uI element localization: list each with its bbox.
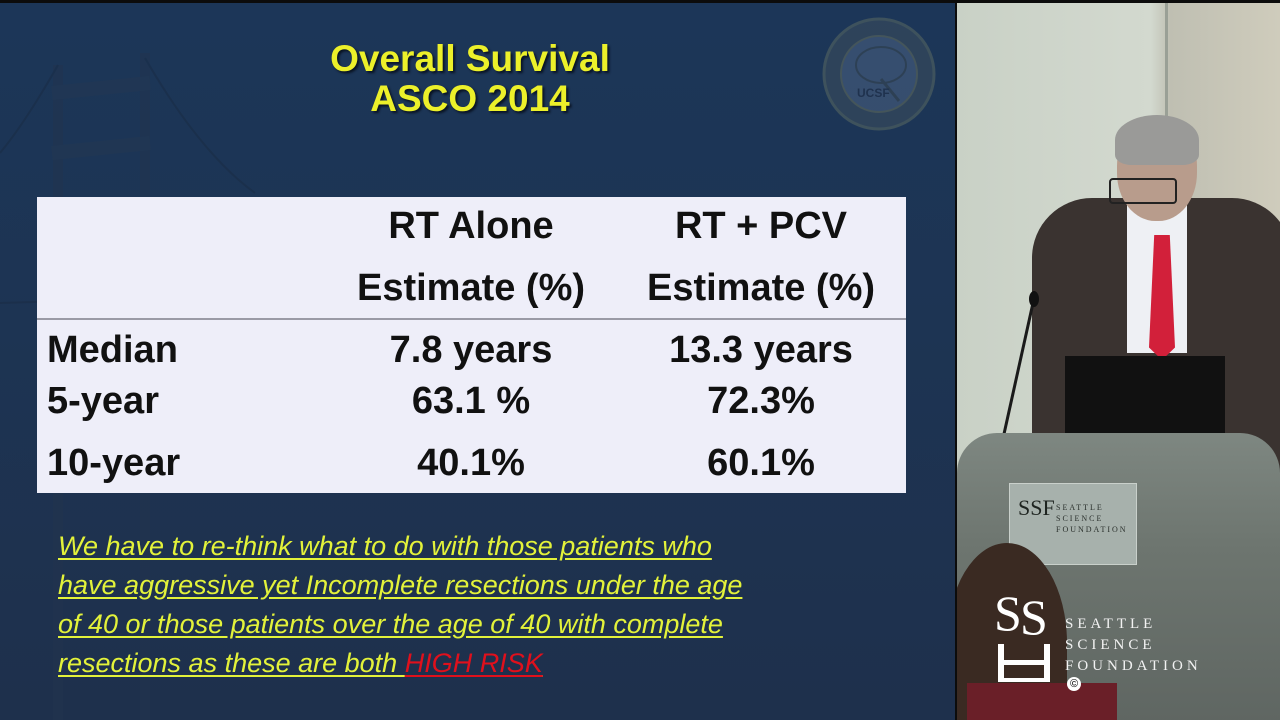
survival-table: RT Alone RT + PCV Estimate (%) Estimate …: [37, 197, 906, 493]
slide-note: We have to re-think what to do with thos…: [58, 527, 918, 683]
title-line-1: Overall Survival: [330, 38, 610, 79]
podium-sign-line-1: SEATTLE: [1056, 503, 1104, 512]
header-rt-alone: RT Alone: [388, 205, 554, 247]
note-line-2: have aggressive yet Incomplete resection…: [58, 570, 743, 600]
table-header-divider: [37, 318, 906, 320]
ucsf-neurological-surgery-seal: UCSF: [822, 17, 936, 131]
row-label: 5-year: [47, 380, 159, 422]
row-label: 10-year: [47, 442, 181, 484]
cell-rt-alone: 40.1%: [417, 442, 525, 484]
note-line-1: We have to re-think what to do with thos…: [58, 531, 712, 561]
title-line-2: ASCO 2014: [370, 78, 570, 119]
row-label: Median: [47, 329, 178, 371]
cell-rt-alone: 7.8 years: [389, 329, 553, 371]
speaker-red-tie: [1149, 235, 1175, 360]
speaker-hair: [1115, 115, 1199, 165]
slide-title: Overall Survival ASCO 2014: [240, 39, 700, 119]
cell-rt-pcv: 60.1%: [707, 442, 815, 484]
cell-rt-pcv: 72.3%: [707, 380, 815, 422]
laptop: [1065, 356, 1225, 441]
podium-sign-text: SEATTLE SCIENCE FOUNDATION: [1056, 502, 1128, 535]
microphone-icon: [1000, 291, 1039, 444]
podium-ssf-mark: SSF: [1018, 495, 1055, 520]
presentation-slide: UCSF Overall Survival ASCO 2014 RT Alone…: [0, 3, 955, 720]
wordmark-line-3: FOUNDATION ©: [1065, 656, 1202, 691]
podium-sign-line-3: FOUNDATION: [1056, 525, 1128, 534]
podium-sign-line-2: SCIENCE: [1056, 514, 1104, 523]
wordmark-line-2: SCIENCE: [1065, 637, 1156, 653]
ssf-wordmark: SEATTLE SCIENCE FOUNDATION ©: [1065, 614, 1202, 691]
header-rt-alone-estimate: Estimate (%): [356, 267, 586, 309]
note-line-3: of 40 or those patients over the age of …: [58, 609, 723, 639]
note-line-4: resections as these are both HIGH RISK: [58, 644, 918, 683]
speaker-glasses: [1109, 178, 1177, 204]
speaker-camera-feed: SSF SEATTLE SCIENCE FOUNDATION: [957, 3, 1280, 720]
note-line-4-prefix: resections as these are both: [58, 648, 405, 678]
header-rt-pcv-estimate: Estimate (%): [646, 267, 876, 309]
wordmark-line-3-text: FOUNDATION: [1065, 658, 1202, 674]
high-risk-emphasis: HIGH RISK: [404, 648, 543, 678]
wordmark-line-1: SEATTLE: [1065, 616, 1157, 632]
cell-rt-alone: 63.1 %: [411, 380, 531, 422]
copyright-icon: ©: [1067, 677, 1081, 691]
header-rt-pcv: RT + PCV: [674, 205, 848, 247]
cell-rt-pcv: 13.3 years: [669, 329, 853, 371]
svg-text:UCSF: UCSF: [857, 86, 890, 100]
audience-member-shirt: [967, 683, 1117, 720]
